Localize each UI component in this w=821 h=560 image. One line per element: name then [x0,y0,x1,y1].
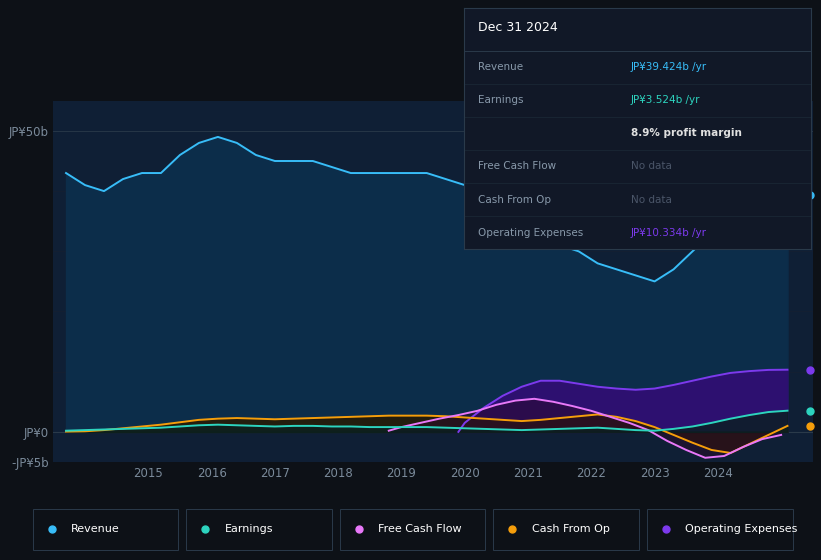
Text: Revenue: Revenue [478,62,523,72]
Text: Cash From Op: Cash From Op [531,524,609,534]
Text: Operating Expenses: Operating Expenses [685,524,797,534]
Text: JP¥10.334b /yr: JP¥10.334b /yr [631,228,707,237]
Text: Free Cash Flow: Free Cash Flow [478,161,556,171]
Text: No data: No data [631,194,672,204]
Text: Operating Expenses: Operating Expenses [478,228,583,237]
Text: Cash From Op: Cash From Op [478,194,551,204]
Text: No data: No data [631,161,672,171]
Text: Earnings: Earnings [224,524,273,534]
Text: Dec 31 2024: Dec 31 2024 [478,21,557,34]
Text: Free Cash Flow: Free Cash Flow [378,524,461,534]
Text: 8.9% profit margin: 8.9% profit margin [631,128,741,138]
Text: Revenue: Revenue [71,524,120,534]
Text: JP¥3.524b /yr: JP¥3.524b /yr [631,95,700,105]
Text: JP¥39.424b /yr: JP¥39.424b /yr [631,62,707,72]
Text: Earnings: Earnings [478,95,523,105]
